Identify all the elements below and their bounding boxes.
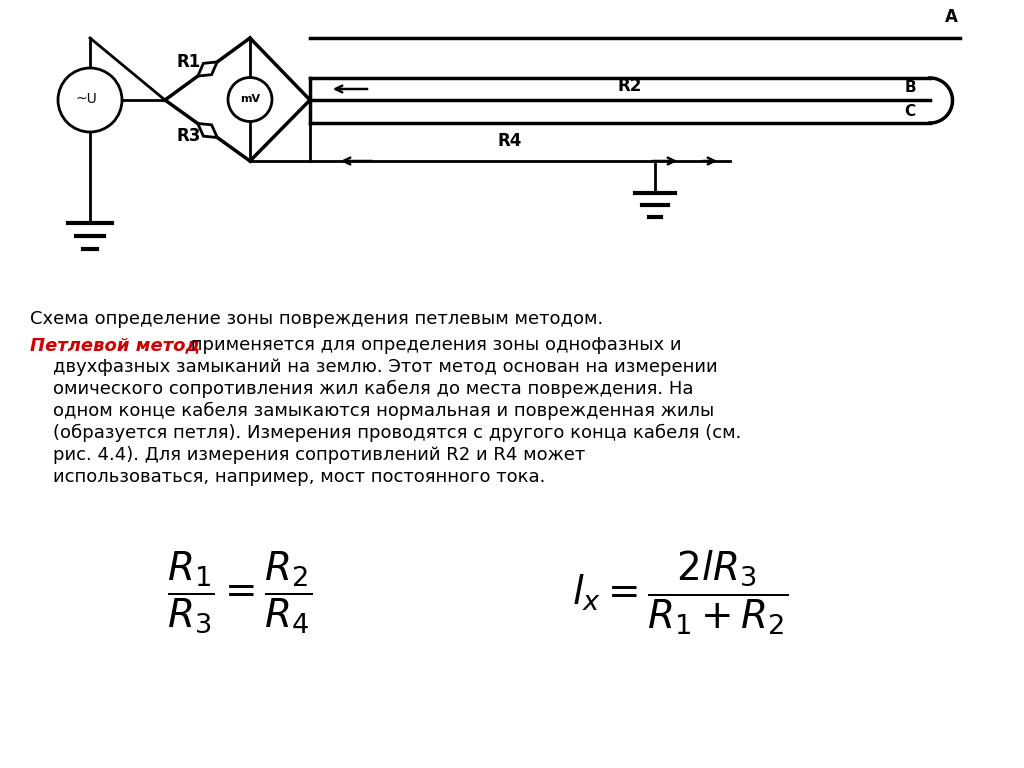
Text: (образуется петля). Измерения проводятся с другого конца кабеля (см.: (образуется петля). Измерения проводятся… (30, 424, 741, 442)
Polygon shape (198, 124, 217, 137)
Text: $l_x = \dfrac{2lR_3}{R_1 + R_2}$: $l_x = \dfrac{2lR_3}{R_1 + R_2}$ (572, 549, 788, 637)
Text: Схема определение зоны повреждения петлевым методом.: Схема определение зоны повреждения петле… (30, 310, 603, 328)
Text: рис. 4.4). Для измерения сопротивлений R2 и R4 может: рис. 4.4). Для измерения сопротивлений R… (30, 446, 586, 464)
Text: mV: mV (240, 94, 260, 104)
Text: омического сопротивления жил кабеля до места повреждения. На: омического сопротивления жил кабеля до м… (30, 380, 693, 399)
Text: C: C (904, 104, 915, 118)
Text: B: B (904, 80, 915, 94)
Text: A: A (945, 8, 958, 26)
Text: ~U: ~U (75, 92, 97, 106)
Circle shape (58, 68, 122, 132)
Text: двухфазных замыканий на землю. Этот метод основан на измерении: двухфазных замыканий на землю. Этот мето… (30, 358, 718, 376)
Text: использоваться, например, мост постоянного тока.: использоваться, например, мост постоянно… (30, 468, 546, 486)
Circle shape (228, 78, 272, 121)
Text: R1: R1 (177, 53, 202, 71)
Text: Петлевой метод: Петлевой метод (30, 336, 200, 354)
Text: R3: R3 (177, 127, 202, 145)
Text: $\dfrac{R_1}{R_3} = \dfrac{R_2}{R_4}$: $\dfrac{R_1}{R_3} = \dfrac{R_2}{R_4}$ (167, 550, 312, 636)
Text: R4: R4 (498, 132, 522, 150)
Text: применяется для определения зоны однофазных и: применяется для определения зоны однофаз… (185, 336, 682, 354)
Text: одном конце кабеля замыкаются нормальная и поврежденная жилы: одном конце кабеля замыкаются нормальная… (30, 402, 715, 420)
Polygon shape (198, 62, 217, 76)
Text: R2: R2 (617, 77, 642, 95)
